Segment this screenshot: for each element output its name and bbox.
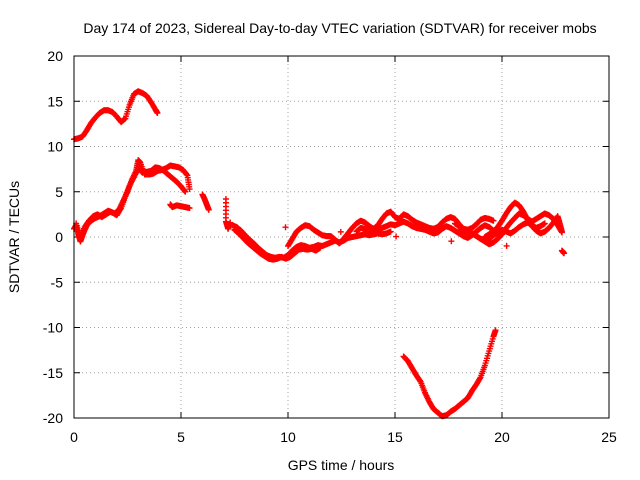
data-point: [182, 188, 189, 195]
data-point: [503, 242, 510, 249]
x-tick-label: 15: [387, 429, 403, 445]
data-point: [448, 238, 455, 245]
y-tick-label: 5: [55, 184, 63, 200]
x-tick-label: 5: [177, 429, 185, 445]
data-point: [186, 205, 193, 212]
data-point: [561, 250, 568, 257]
data-point: [205, 206, 212, 213]
series-upper-arc: [71, 88, 161, 143]
series-evening-arc-3: [451, 219, 548, 244]
data-point: [541, 220, 548, 227]
y-tick-label: 15: [47, 93, 63, 109]
plot-frame: [73, 55, 610, 419]
data-series: [71, 88, 568, 420]
series-low-arc: [400, 327, 499, 420]
x-tick-label: 10: [280, 429, 296, 445]
data-point: [387, 228, 394, 235]
y-axis-label: SDTVAR / TECUs: [6, 181, 22, 293]
data-point: [393, 233, 400, 240]
series-short-arc: [167, 201, 193, 212]
data-point: [186, 186, 193, 193]
data-point: [317, 244, 324, 251]
data-point: [476, 375, 483, 382]
series-evening-arc-2: [481, 199, 565, 240]
y-tick-label: 20: [47, 48, 63, 64]
series-morning-arc-2: [73, 157, 193, 240]
series-short-arc-2: [199, 191, 212, 213]
y-tick-label: 0: [55, 229, 63, 245]
x-tick-label: 20: [494, 429, 510, 445]
data-point: [183, 171, 190, 178]
x-tick-label: 25: [601, 429, 617, 445]
data-point: [282, 224, 289, 231]
y-tick-label: -5: [51, 274, 64, 290]
y-tick-label: -20: [43, 410, 63, 426]
data-point: [154, 110, 161, 117]
data-point: [490, 217, 497, 224]
data-point: [181, 187, 188, 194]
x-axis-label: GPS time / hours: [288, 457, 395, 473]
data-point: [337, 228, 344, 235]
data-point: [558, 228, 565, 235]
series-midday-arc-2: [231, 226, 324, 263]
y-tick-label: -10: [43, 320, 63, 336]
data-point: [492, 327, 499, 334]
y-tick-label: 10: [47, 139, 63, 155]
chart-title: Day 174 of 2023, Sidereal Day-to-day VTE…: [83, 20, 596, 36]
y-tick-label: -15: [43, 365, 63, 381]
x-tick-label: 0: [70, 429, 78, 445]
